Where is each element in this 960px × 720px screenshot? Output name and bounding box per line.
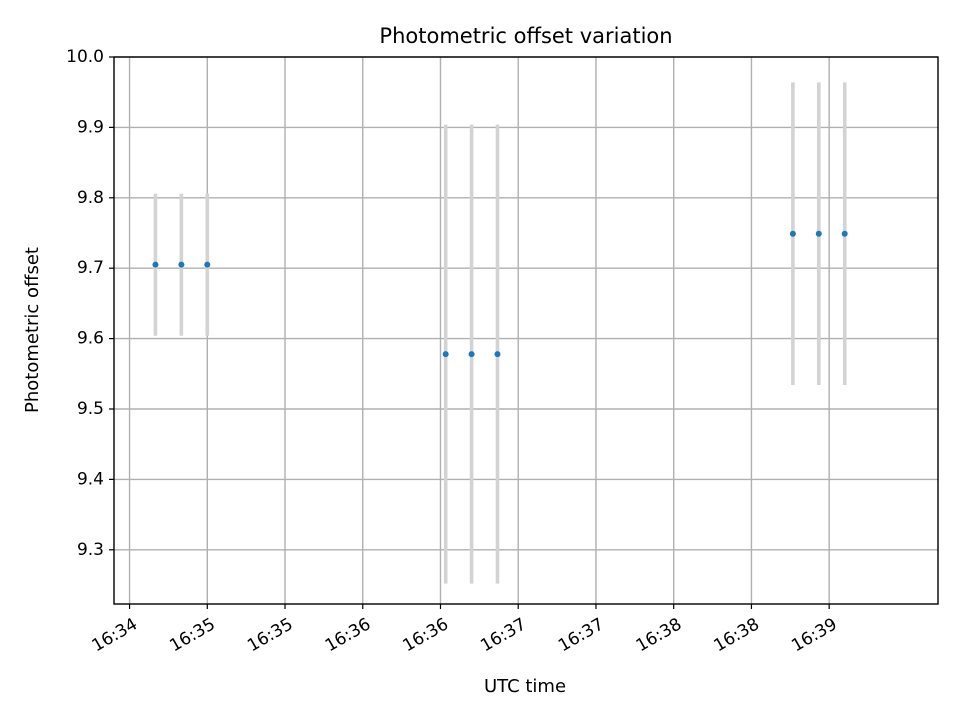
data-point (815, 230, 822, 237)
y-tick-label: 9.9 (77, 117, 104, 137)
y-tick-label: 10.0 (66, 47, 104, 67)
y-tick-label: 9.4 (77, 469, 104, 489)
data-point (468, 351, 475, 358)
data-point (178, 261, 185, 268)
plot-frame (113, 56, 939, 605)
y-tick-label: 9.7 (77, 258, 104, 278)
data-point (152, 261, 159, 268)
data-points (152, 230, 848, 358)
data-point (494, 351, 501, 358)
data-point (204, 261, 211, 268)
chart-title: Photometric offset variation (379, 24, 672, 48)
data-point (789, 230, 796, 237)
y-tick-label: 9.8 (77, 188, 104, 208)
y-tick-label: 9.3 (77, 540, 104, 560)
data-point (442, 351, 449, 358)
y-tick-label: 9.6 (77, 329, 104, 349)
y-axis-ticks: 9.3 9.4 9.5 9.6 9.7 9.8 9.9 10.0 (66, 47, 114, 560)
y-tick-label: 9.5 (77, 399, 104, 419)
x-axis-label: UTC time (484, 676, 566, 697)
data-point (841, 230, 848, 237)
y-axis-label: Photometric offset (22, 247, 43, 413)
